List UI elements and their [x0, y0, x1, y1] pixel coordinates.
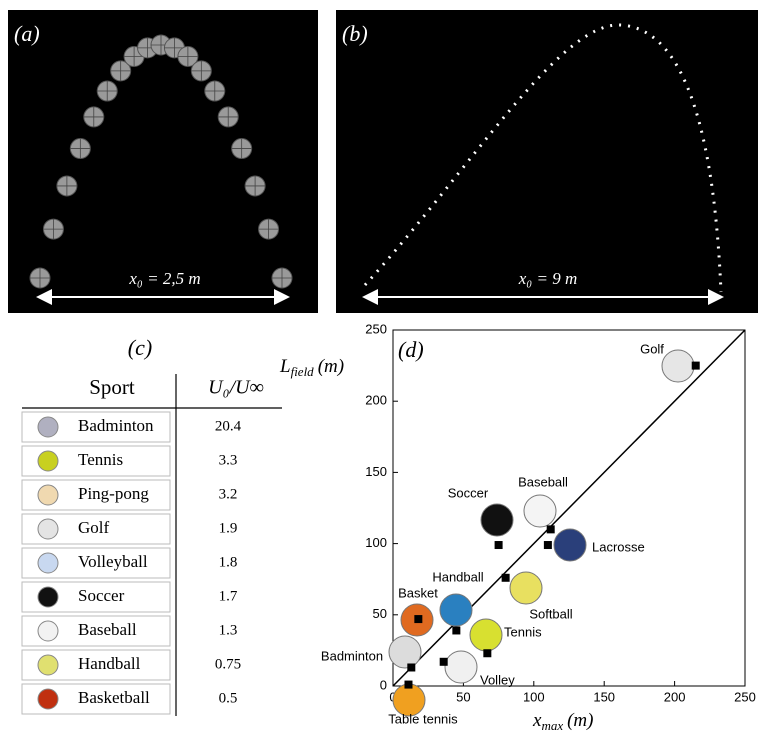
panel-label: (d): [398, 337, 424, 362]
sport-name: Handball: [78, 654, 141, 673]
panel-label: (b): [342, 21, 368, 46]
x-axis-label: xmax(m): [532, 710, 594, 733]
photo-b: [336, 10, 758, 313]
x-tick-label: 250: [734, 689, 756, 704]
sport-name: Golf: [78, 518, 110, 537]
chart: 050100150200250050100150200250(d)Lfield(…: [279, 321, 756, 733]
point-label: Baseball: [518, 474, 568, 489]
point-label: Handball: [432, 569, 483, 584]
ball-icon: [440, 594, 472, 626]
ratio-value: 0.5: [219, 690, 238, 706]
panel-label: (c): [128, 335, 152, 360]
sport-icon: [38, 655, 58, 675]
sport-icon: [38, 451, 58, 471]
sport-icon: [38, 587, 58, 607]
sport-name: Badminton: [78, 416, 154, 435]
ball-icon: [662, 350, 694, 382]
sport-name: Soccer: [78, 586, 125, 605]
ratio-value: 3.2: [219, 486, 238, 502]
ratio-value: 1.7: [219, 588, 238, 604]
sport-icon: [38, 485, 58, 505]
panel-label: (a): [14, 21, 40, 46]
data-point: [547, 525, 555, 533]
ratio-value: 1.3: [219, 622, 238, 638]
x-tick-label: 150: [593, 689, 615, 704]
ball-icon: [389, 636, 421, 668]
table-header: Sport: [89, 375, 135, 399]
point-label: Basket: [398, 585, 438, 600]
point-label: Lacrosse: [592, 539, 645, 554]
ratio-value: 0.75: [215, 656, 241, 672]
axis-symbol: L: [279, 356, 291, 377]
ball-icon: [554, 529, 586, 561]
photo-a: [8, 10, 318, 313]
data-point: [440, 658, 448, 666]
ball-icon: [481, 504, 513, 536]
y-axis-label: Lfield(m): [279, 356, 344, 379]
sport-icon: [38, 519, 58, 539]
figure: (a) (b) x₀ = 2,5 m x₀ = 9 m (c) Sport U₀…: [0, 0, 766, 743]
axis-unit: (m): [318, 356, 344, 377]
x-tick-label: 200: [664, 689, 686, 704]
y-tick-label: 150: [365, 464, 387, 479]
ratio-value: 20.4: [215, 418, 242, 434]
x-tick-label: 50: [456, 689, 470, 704]
data-point: [495, 541, 503, 549]
y-tick-label: 250: [365, 321, 387, 336]
point-label: Table tennis: [388, 711, 458, 726]
y-tick-label: 200: [365, 393, 387, 408]
axis-subscript: field: [291, 364, 315, 379]
sport-name: Basketball: [78, 688, 150, 707]
distance-label: x₀ = 2,5 m: [128, 269, 200, 288]
table: Badminton 20.4 Tennis 3.3 Ping-pong 3.2 Golf 1.…: [22, 412, 242, 714]
sport-icon: [38, 689, 58, 709]
data-point: [452, 626, 460, 634]
point-label: Badminton: [321, 648, 383, 663]
ratio-value: 1.8: [219, 554, 238, 570]
ball-icon: [470, 619, 502, 651]
data-point: [414, 615, 422, 623]
sport-icon: [38, 417, 58, 437]
distance-label: x₀ = 9 m: [518, 269, 577, 288]
sport-name: Ping-pong: [78, 484, 149, 503]
y-tick-label: 0: [380, 677, 387, 692]
axis-unit: (m): [567, 710, 593, 731]
table-header: U₀/U∞: [208, 377, 264, 399]
ball-icon: [510, 572, 542, 604]
ball-icon: [524, 495, 556, 527]
diagonal: [393, 330, 745, 686]
sport-name: Baseball: [78, 620, 137, 639]
ratio-value: 1.9: [219, 520, 238, 536]
y-tick-label: 50: [373, 606, 387, 621]
data-point: [502, 574, 510, 582]
data-point: [407, 663, 415, 671]
y-tick-label: 100: [365, 535, 387, 550]
sport-name: Volleyball: [78, 552, 148, 571]
data-point: [404, 681, 412, 689]
sport-name: Tennis: [78, 450, 123, 469]
data-point: [692, 362, 700, 370]
point-label: Volley: [480, 672, 515, 687]
point-label: Golf: [640, 341, 664, 356]
axis-subscript: max: [541, 718, 563, 733]
data-point: [544, 541, 552, 549]
point-label: Soccer: [448, 485, 489, 500]
point-label: Softball: [529, 606, 572, 621]
ball-icon: [445, 651, 477, 683]
data-point: [483, 649, 491, 657]
sport-icon: [38, 621, 58, 641]
x-tick-label: 100: [523, 689, 545, 704]
point-label: Tennis: [504, 624, 542, 639]
ratio-value: 3.3: [219, 452, 238, 468]
sport-icon: [38, 553, 58, 573]
